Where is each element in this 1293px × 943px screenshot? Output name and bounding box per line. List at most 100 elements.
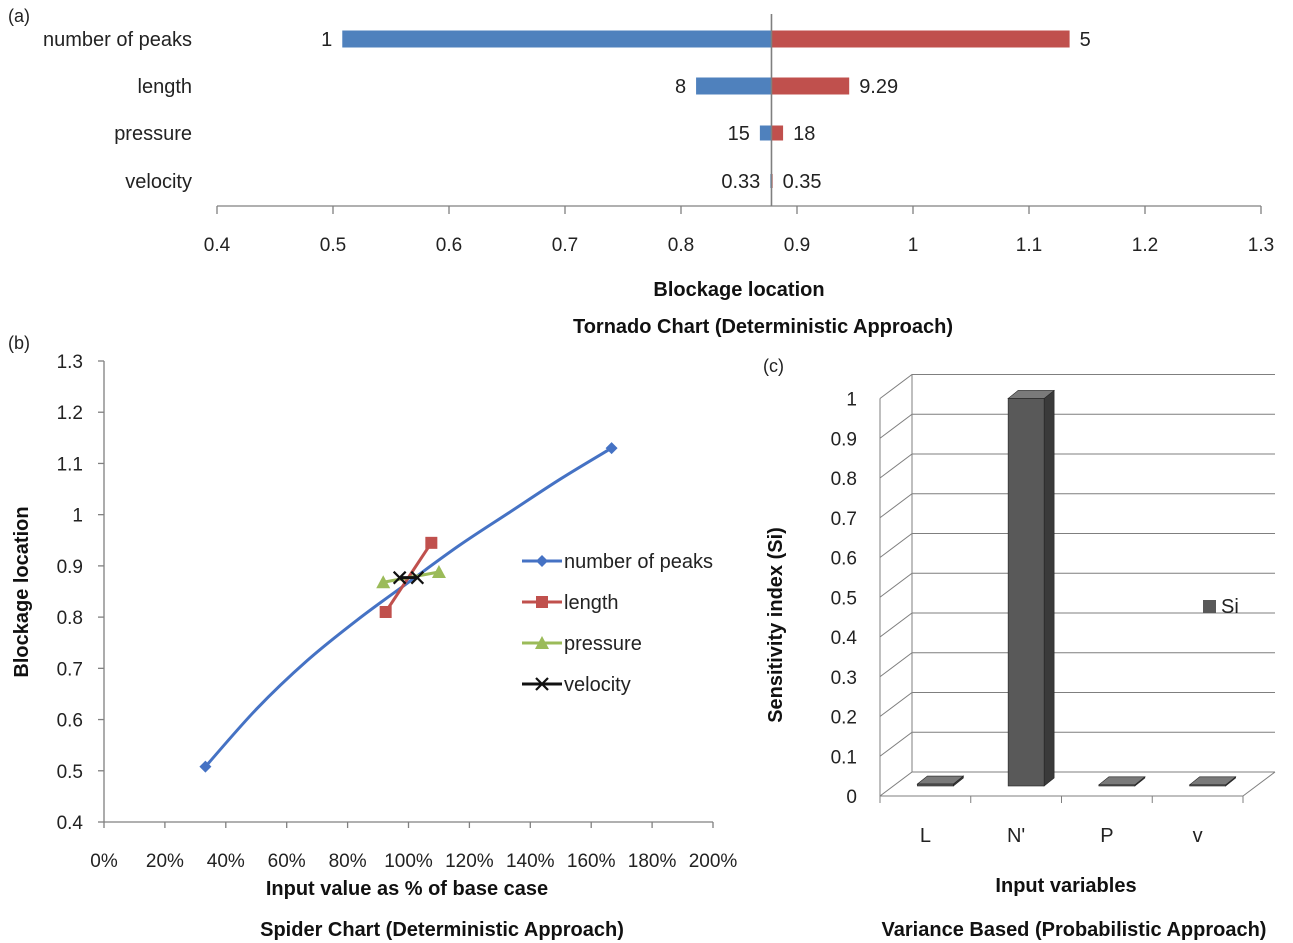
spider-legend-label: velocity <box>564 674 631 696</box>
spider-y-tick-label: 1.2 <box>57 403 83 424</box>
spider-point-length <box>425 536 438 549</box>
variance-gridline <box>879 453 1275 479</box>
tornado-x-tick-label: 1.2 <box>1132 235 1158 256</box>
tornado-low-bar <box>342 30 772 48</box>
tornado-x-tick-label: 0.6 <box>436 235 462 256</box>
variance-chart-title: Variance Based (Probabilistic Approach) <box>882 919 1267 941</box>
tornado-high-bar <box>771 125 784 141</box>
tornado-chart: (a) 0.4 0.5 0.6 0.7 0.8 0.9 1 1.1 1.2 1.3 number … <box>8 6 1274 338</box>
variance-y-tick-label: 1 <box>846 390 857 411</box>
spider-y-axis-title: Blockage location <box>11 506 33 677</box>
spider-point-number-of-peaks <box>199 760 212 773</box>
variance-y-tick-label: 0.9 <box>831 429 857 450</box>
spider-y-tick-label: 0.5 <box>57 762 83 783</box>
variance-gridline <box>879 692 1275 717</box>
variance-x-tick-label: v <box>1193 825 1203 847</box>
variance-gridline <box>879 413 1275 439</box>
spider-y-tick-label: 0.4 <box>57 813 84 834</box>
panel-label-a: (a) <box>8 6 30 26</box>
spider-point-length <box>379 605 392 618</box>
variance-x-axis-title: Input variables <box>995 875 1136 897</box>
variance-x-tick-label: P <box>1100 825 1113 847</box>
variance-bar <box>1189 784 1226 787</box>
spider-y-tick-label: 0.7 <box>57 659 83 680</box>
tornado-low-label: 15 <box>728 123 750 145</box>
variance-gridline <box>879 731 1275 757</box>
variance-legend-label: Si <box>1221 596 1239 618</box>
tornado-low-label: 0.33 <box>721 171 760 193</box>
tornado-high-bar <box>771 77 850 95</box>
spider-line-number-of-peaks <box>204 446 613 768</box>
variance-y-tick-label: 0.2 <box>831 708 857 729</box>
variance-gridline <box>879 652 1275 678</box>
tornado-x-tick-label: 0.4 <box>204 235 231 256</box>
spider-x-tick-label: 60% <box>268 851 306 872</box>
tornado-low-label: 1 <box>321 29 332 51</box>
tornado-low-label: 8 <box>675 76 686 98</box>
variance-gridline <box>879 533 1275 558</box>
spider-point-velocity <box>392 570 407 585</box>
spider-x-tick-label: 40% <box>207 851 245 872</box>
variance-y-tick-label: 0 <box>846 787 857 808</box>
variance-y-tick-label: 0.1 <box>831 747 857 768</box>
tornado-x-tick-label: 1 <box>908 235 919 256</box>
tornado-category-label: velocity <box>125 171 192 193</box>
spider-legend-marker-pressure <box>535 636 549 649</box>
spider-x-tick-label: 120% <box>445 851 494 872</box>
spider-x-tick-label: 80% <box>329 851 367 872</box>
panel-label-b: (b) <box>8 333 30 353</box>
tornado-x-tick-label: 0.9 <box>784 235 810 256</box>
spider-x-tick-label: 200% <box>689 851 738 872</box>
spider-legend-marker-length <box>536 596 548 608</box>
variance-floor-side-edge <box>1242 771 1276 797</box>
variance-gridline <box>879 612 1275 638</box>
tornado-high-label: 5 <box>1080 29 1091 51</box>
spider-x-tick-label: 20% <box>146 851 184 872</box>
variance-gridline <box>879 572 1275 598</box>
spider-y-tick-label: 0.8 <box>57 608 83 629</box>
tornado-x-axis-title: Blockage location <box>653 279 824 301</box>
tornado-x-tick-label: 0.5 <box>320 235 346 256</box>
variance-y-tick-label: 0.5 <box>831 588 857 609</box>
variance-bar <box>1007 398 1045 787</box>
variance-y-axis-title: Sensitivity index (Si) <box>765 527 787 723</box>
spider-y-tick-label: 1 <box>72 506 83 527</box>
variance-gridline <box>879 374 1275 399</box>
tornado-x-tick-label: 1.1 <box>1016 235 1042 256</box>
variance-y-tick-label: 0.6 <box>831 549 857 570</box>
variance-x-tick-label: L <box>920 825 931 847</box>
spider-point-number-of-peaks <box>605 442 618 455</box>
tornado-x-tick-label: 0.8 <box>668 235 694 256</box>
variance-y-tick-label: 0.8 <box>831 469 857 490</box>
spider-x-tick-label: 0% <box>90 851 118 872</box>
variance-bar-side <box>1043 389 1055 787</box>
tornado-low-bar <box>759 125 772 141</box>
spider-legend-label: pressure <box>564 633 642 655</box>
tornado-high-label: 0.35 <box>783 171 822 193</box>
spider-chart: (b) 0.4 0.5 0.6 0.7 0.8 0.9 1 1.1 1.2 1.3 0% 20% 40%… <box>8 333 737 941</box>
spider-point-pressure <box>431 565 446 579</box>
panel-label-c: (c) <box>763 356 784 376</box>
tornado-category-label: number of peaks <box>43 29 192 51</box>
variance-y-tick-label: 0.3 <box>831 668 857 689</box>
spider-x-tick-label: 140% <box>506 851 555 872</box>
tornado-category-label: pressure <box>114 123 192 145</box>
spider-y-tick-label: 0.6 <box>57 711 83 732</box>
spider-legend-label: length <box>564 592 619 614</box>
variance-y-tick-label: 0.4 <box>831 628 858 649</box>
spider-y-tick-label: 1.3 <box>57 352 83 373</box>
tornado-high-bar <box>771 30 1070 48</box>
tornado-category-label: length <box>138 76 193 98</box>
tornado-high-label: 18 <box>793 123 815 145</box>
spider-x-tick-label: 160% <box>567 851 616 872</box>
tornado-chart-title: Tornado Chart (Deterministic Approach) <box>573 316 953 338</box>
spider-point-velocity <box>410 570 425 585</box>
spider-x-tick-label: 100% <box>384 851 433 872</box>
variance-bar <box>917 783 954 787</box>
variance-y-tick-label: 0.7 <box>831 509 857 530</box>
tornado-x-tick-label: 1.3 <box>1248 235 1274 256</box>
tornado-x-tick-label: 0.7 <box>552 235 578 256</box>
spider-x-axis-title: Input value as % of base case <box>266 878 548 900</box>
